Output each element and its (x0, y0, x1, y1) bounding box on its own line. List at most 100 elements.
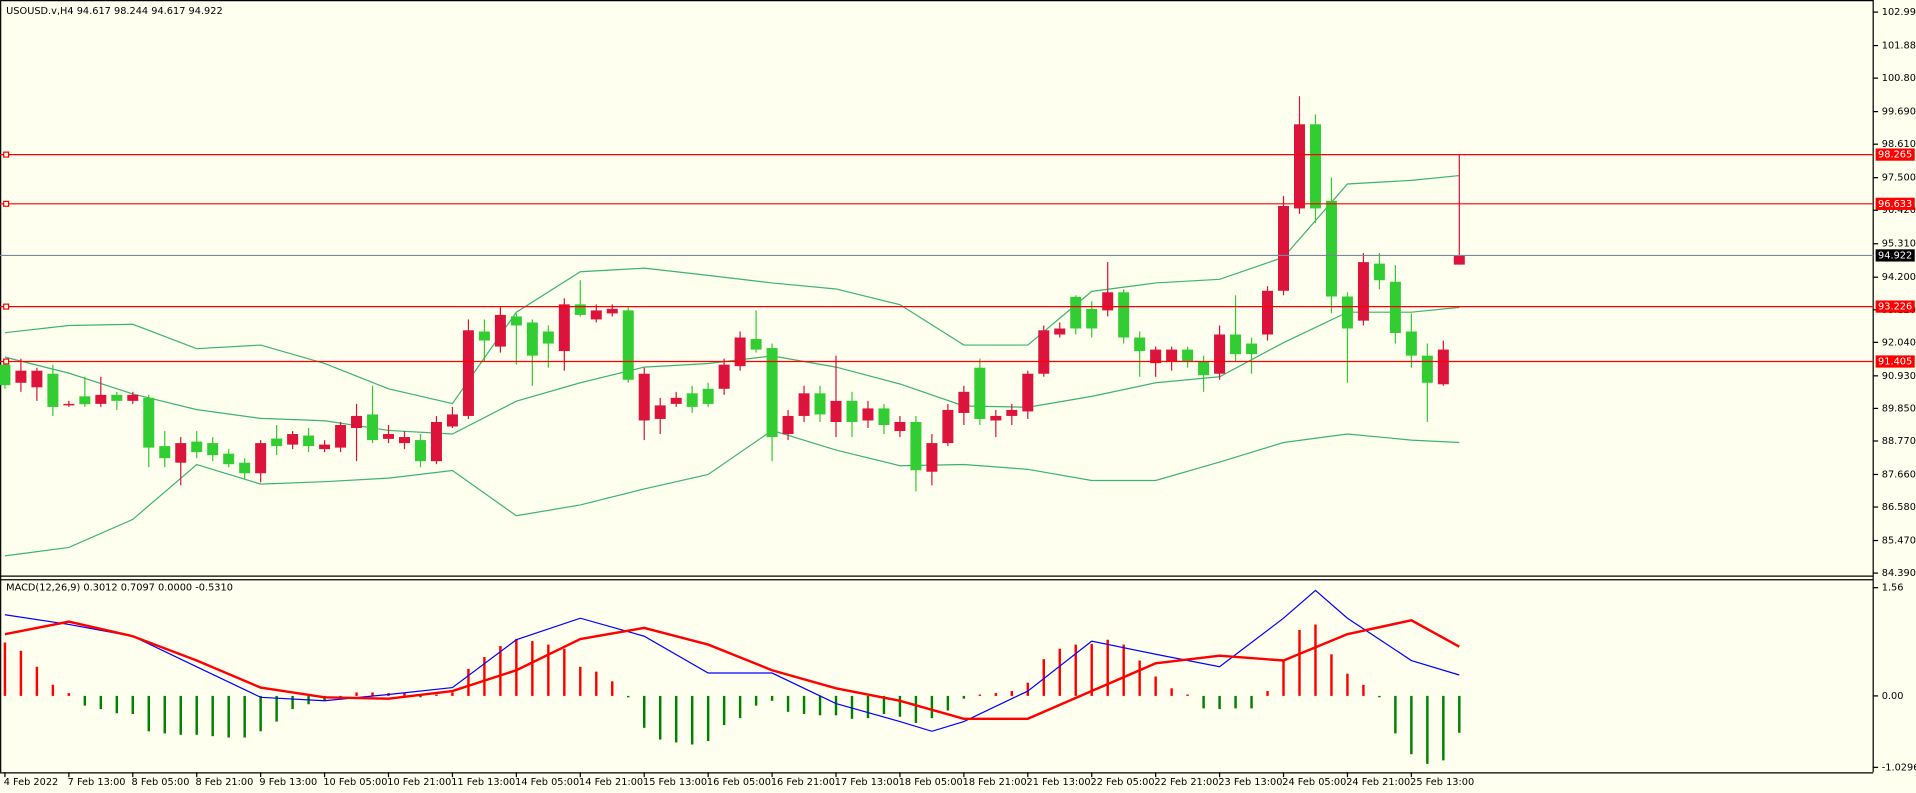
symbol-header: USOUSD.v,H4 94.617 98.244 94.617 94.922 (6, 6, 223, 17)
candle-body (782, 415, 794, 435)
candle-body (654, 405, 666, 419)
candle-body (1166, 349, 1178, 362)
y-tick-label: -1.0296 (1882, 762, 1916, 773)
x-tick-label: 8 Feb 05:00 (132, 777, 190, 788)
candle-body (191, 441, 203, 453)
candle-body (1293, 124, 1305, 209)
candle-body (1373, 263, 1385, 281)
level-marker (3, 151, 10, 158)
candle-body (1341, 296, 1353, 329)
candle-body (1262, 290, 1274, 335)
y-tick-label: 87.660 (1882, 469, 1916, 480)
x-tick-label: 10 Feb 05:00 (323, 777, 387, 788)
bollinger-band (4, 429, 1460, 557)
y-tick-label: 101.880 (1882, 41, 1916, 52)
level-label-box (1875, 148, 1915, 161)
candle-body (686, 393, 698, 407)
y-tick-label: 92.040 (1882, 337, 1916, 348)
candle-body (223, 453, 235, 465)
candle-body (95, 394, 107, 404)
candle-body (207, 443, 219, 456)
x-tick-label: 14 Feb 21:00 (579, 777, 643, 788)
candle-body (558, 304, 570, 352)
candle-body (111, 394, 123, 401)
x-tick-label: 10 Feb 21:00 (387, 777, 451, 788)
x-tick-label: 18 Feb 21:00 (963, 777, 1027, 788)
x-tick-label: 7 Feb 13:00 (68, 777, 126, 788)
candle-body (335, 424, 347, 448)
candle-body (478, 331, 490, 341)
candle-body (718, 364, 730, 389)
candle-body (670, 397, 682, 404)
candle-body (1278, 206, 1290, 291)
candle-body (1182, 349, 1194, 362)
candle-body (990, 415, 1002, 421)
candle-body (1357, 262, 1369, 321)
candle-body (1325, 200, 1337, 297)
x-tick-label: 23 Feb 13:00 (1218, 777, 1282, 788)
candle-body (1405, 331, 1417, 356)
level-label: 98.265 (1878, 150, 1912, 161)
x-tick-label: 16 Feb 05:00 (707, 777, 771, 788)
candle-body (526, 322, 538, 356)
candle-body (814, 393, 826, 415)
y-tick-label: 90.930 (1882, 371, 1916, 382)
candle-body (462, 330, 474, 416)
x-tick-label: 25 Feb 13:00 (1410, 777, 1474, 788)
candle-body (303, 435, 315, 447)
y-tick-label: 1.56 (1882, 583, 1904, 594)
candle-body (846, 400, 858, 422)
x-tick-label: 18 Feb 05:00 (899, 777, 963, 788)
candle-body (1309, 124, 1321, 209)
candle-body (15, 370, 27, 383)
candle-body (1150, 349, 1162, 364)
candle-body (510, 316, 522, 326)
y-tick-label: 102.990 (1882, 7, 1916, 18)
candle-body (1230, 334, 1242, 355)
x-tick-label: 21 Feb 13:00 (1027, 777, 1091, 788)
candle-body (1389, 281, 1401, 334)
y-tick-label: 86.580 (1882, 502, 1916, 513)
level-label: 91.405 (1878, 357, 1912, 368)
candle-body (798, 393, 810, 416)
candle-body (159, 446, 171, 459)
x-tick-label: 16 Feb 21:00 (771, 777, 835, 788)
candle-body (1421, 355, 1433, 383)
x-tick-label: 11 Feb 13:00 (451, 777, 515, 788)
candle-body (894, 421, 906, 432)
level-label-box (1875, 300, 1915, 313)
level-label-box (1875, 197, 1915, 210)
x-tick-label: 22 Feb 21:00 (1154, 777, 1218, 788)
candle-body (1246, 343, 1258, 355)
candle-body (1054, 328, 1066, 335)
candle-body (1453, 255, 1465, 265)
bollinger-band (4, 174, 1460, 405)
candle-body (1006, 409, 1018, 416)
x-tick-label: 4 Feb 2022 (4, 777, 59, 788)
candle-body (383, 434, 395, 439)
candle-body (414, 440, 426, 462)
y-tick-label: 0.00 (1882, 691, 1904, 702)
candle-body (271, 438, 283, 447)
candle-body (79, 396, 91, 405)
candle-body (574, 304, 586, 315)
candle-body (1070, 296, 1082, 329)
level-label-box (1875, 355, 1915, 368)
level-marker (3, 200, 10, 207)
level-marker (3, 358, 10, 365)
y-tick-label: 99.690 (1882, 107, 1916, 118)
x-tick-label: 24 Feb 21:00 (1346, 777, 1410, 788)
candle-body (542, 331, 554, 344)
x-tick-label: 22 Feb 05:00 (1091, 777, 1155, 788)
candle-body (287, 434, 299, 445)
candle-body (830, 400, 842, 422)
x-tick-label: 15 Feb 13:00 (643, 777, 707, 788)
y-tick-label: 88.770 (1882, 436, 1916, 447)
candle-body (47, 373, 59, 407)
x-tick-label: 8 Feb 21:00 (195, 777, 253, 788)
x-tick-label: 9 Feb 13:00 (259, 777, 317, 788)
x-tick-label: 17 Feb 13:00 (835, 777, 899, 788)
candle-body (1118, 292, 1130, 338)
